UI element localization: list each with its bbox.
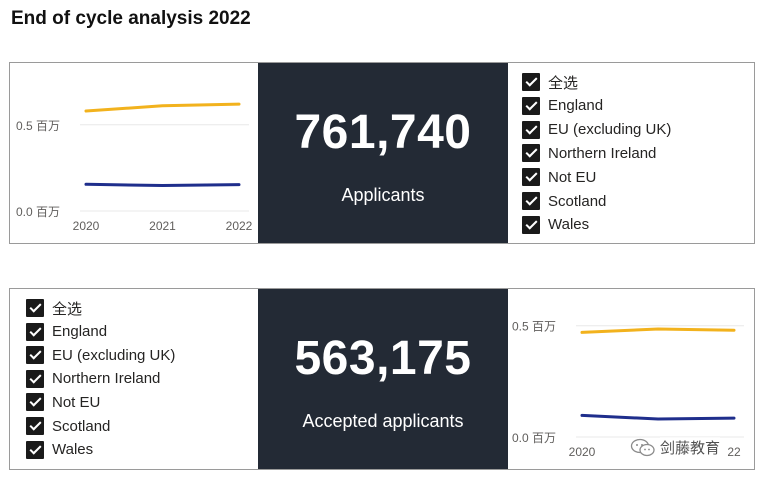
slicer-item-label: Scotland — [548, 192, 607, 210]
wechat-icon — [630, 438, 655, 456]
checkbox[interactable] — [522, 73, 540, 91]
accepted-value: 563,175 — [294, 332, 472, 385]
checkbox[interactable] — [522, 192, 540, 210]
slicer-item-label: England — [52, 323, 108, 341]
x-tick-label: 2020 — [569, 445, 596, 459]
check-icon — [28, 394, 42, 407]
slicer-item-scotland[interactable]: Scotland — [522, 190, 606, 212]
check-icon — [524, 74, 538, 87]
applicants-card: 761,740 Applicants — [258, 63, 508, 243]
y-tick-label: 0.0 百万 — [512, 431, 556, 445]
checkbox[interactable] — [26, 417, 44, 435]
series-line-2 — [580, 413, 736, 421]
checkbox[interactable] — [522, 144, 540, 163]
slicer-item-label: Wales — [548, 216, 590, 234]
slicer-item-wales[interactable]: Wales — [522, 214, 589, 236]
x-tick-label: 2022 — [226, 219, 253, 233]
slicer-item-northern-ireland[interactable]: Northern Ireland — [26, 368, 160, 390]
x-tick-label: 22 — [727, 445, 741, 459]
slicer-item-label: Northern Ireland — [548, 144, 657, 162]
checkbox[interactable] — [26, 440, 44, 459]
checkbox[interactable] — [522, 168, 540, 187]
slicer-item-label: Not EU — [52, 393, 101, 411]
checkbox[interactable] — [26, 346, 44, 365]
series-line-2 — [84, 182, 241, 187]
slicer-item-label: England — [548, 97, 604, 115]
y-tick-label: 0.5 百万 — [512, 320, 556, 334]
country-slicer-accepted: 全选 England EU (excluding UK) Northern Irela… — [26, 289, 256, 469]
x-tick-label: 2021 — [149, 219, 176, 233]
check-icon — [524, 98, 538, 111]
slicer-item-scotland[interactable]: Scotland — [26, 415, 110, 437]
series-line-1 — [84, 102, 241, 113]
country-slicer-applicants: 全选 England EU (excluding UK) Northern Irela… — [522, 63, 752, 243]
slicer-item-label: Scotland — [52, 417, 111, 435]
checkbox[interactable] — [522, 96, 540, 115]
slicer-item-not-eu[interactable]: Not EU — [26, 391, 100, 413]
slicer-item-eu-excluding-uk[interactable]: EU (excluding UK) — [26, 344, 175, 366]
accepted-card: 563,175 Accepted applicants — [258, 289, 508, 469]
slicer-item-label: Wales — [52, 441, 94, 459]
slicer-item-label: Northern Ireland — [52, 370, 161, 388]
applicants-chart-svg: 0.0 百万 0.5 百万 2020 2021 2022 — [16, 102, 253, 233]
check-icon — [28, 347, 42, 360]
check-icon — [28, 442, 42, 455]
check-icon — [524, 169, 538, 182]
slicer-item-select-all[interactable]: 全选 — [522, 71, 578, 93]
checkbox[interactable] — [26, 322, 44, 341]
check-icon — [524, 122, 538, 135]
y-tick-label: 0.0 百万 — [16, 205, 60, 219]
applicants-label: Applicants — [341, 185, 425, 205]
slicer-item-label: 全选 — [52, 300, 83, 318]
slicer-item-label: Not EU — [548, 168, 597, 186]
check-icon — [524, 217, 538, 230]
accepted-panel: 全选 England EU (excluding UK) Northern Irela… — [9, 288, 755, 470]
check-icon — [28, 300, 42, 313]
applicants-line-chart[interactable]: 0.0 百万 0.5 百万 2020 2021 2022 — [10, 63, 258, 243]
accepted-label: Accepted applicants — [302, 411, 464, 431]
checkbox[interactable] — [26, 393, 44, 412]
check-icon — [524, 193, 538, 206]
check-icon — [28, 418, 42, 431]
checkbox[interactable] — [522, 120, 540, 139]
checkbox[interactable] — [26, 369, 44, 388]
slicer-item-label: 全选 — [548, 74, 579, 92]
applicants-value: 761,740 — [294, 106, 472, 159]
watermark-text: 剑藤教育 — [660, 437, 721, 458]
slicer-item-label: EU (excluding UK) — [52, 346, 176, 364]
check-icon — [28, 324, 42, 337]
page-title: End of cycle analysis 2022 — [11, 8, 251, 29]
checkbox[interactable] — [522, 215, 540, 234]
slicer-item-northern-ireland[interactable]: Northern Ireland — [522, 142, 656, 164]
slicer-item-not-eu[interactable]: Not EU — [522, 166, 596, 188]
checkbox[interactable] — [26, 299, 44, 317]
slicer-item-select-all[interactable]: 全选 — [26, 297, 82, 319]
slicer-item-wales[interactable]: Wales — [26, 439, 93, 461]
series-line-1 — [580, 327, 736, 334]
slicer-item-eu-excluding-uk[interactable]: EU (excluding UK) — [522, 119, 671, 141]
check-icon — [28, 371, 42, 384]
applicants-panel: 0.0 百万 0.5 百万 2020 2021 2022 761,740 Applica… — [9, 62, 755, 244]
check-icon — [524, 145, 538, 158]
slicer-item-england[interactable]: England — [522, 95, 603, 117]
y-tick-label: 0.5 百万 — [16, 119, 60, 133]
slicer-item-england[interactable]: England — [26, 321, 107, 343]
watermark: 剑藤教育 — [630, 437, 721, 458]
x-tick-label: 2020 — [73, 219, 100, 233]
slicer-item-label: EU (excluding UK) — [548, 121, 672, 139]
